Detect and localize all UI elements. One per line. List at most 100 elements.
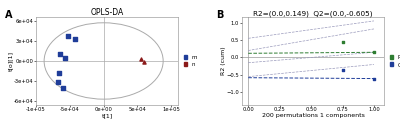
Point <box>276 59 283 62</box>
Y-axis label: t[o][1]: t[o][1] <box>8 51 13 71</box>
Point <box>245 86 252 88</box>
Point <box>308 85 314 88</box>
Point <box>245 53 252 55</box>
Point <box>245 51 252 54</box>
Point <box>245 58 252 60</box>
Point <box>308 90 314 92</box>
Point <box>276 59 283 61</box>
Point <box>245 70 252 72</box>
Point <box>308 87 314 89</box>
Point <box>245 51 252 54</box>
Point <box>308 59 314 61</box>
Point <box>276 52 283 54</box>
Point <box>276 47 283 49</box>
Point <box>245 61 252 63</box>
Point <box>245 60 252 62</box>
Point <box>276 56 283 58</box>
Point <box>245 77 252 79</box>
Point <box>308 52 314 54</box>
Point <box>245 34 252 36</box>
Point <box>308 46 314 49</box>
Point <box>308 82 314 84</box>
Point <box>245 89 252 91</box>
Point <box>276 56 283 58</box>
Point <box>308 64 314 66</box>
Point <box>245 58 252 60</box>
Point <box>245 70 252 72</box>
Point <box>245 53 252 55</box>
Point <box>308 36 314 38</box>
Point <box>276 89 283 91</box>
Point <box>245 82 252 84</box>
Point <box>308 49 314 51</box>
Point <box>245 93 252 95</box>
Point <box>245 65 252 67</box>
Point <box>276 97 283 99</box>
Point <box>308 53 314 55</box>
Point <box>276 59 283 62</box>
Point <box>276 55 283 57</box>
Point <box>308 40 314 42</box>
Point <box>276 73 283 75</box>
Point <box>276 60 283 62</box>
Point <box>276 94 283 96</box>
Point <box>308 46 314 48</box>
Point <box>245 80 252 82</box>
Point <box>245 87 252 89</box>
Point <box>308 43 314 45</box>
Point <box>276 56 283 58</box>
Point <box>60 87 66 89</box>
Point <box>308 89 314 91</box>
Point <box>245 44 252 46</box>
Point <box>245 54 252 56</box>
Point <box>245 67 252 70</box>
Point <box>308 94 314 96</box>
Point <box>245 57 252 59</box>
Point <box>308 33 314 35</box>
Point <box>308 70 314 72</box>
Point <box>308 72 314 74</box>
Point <box>245 99 252 102</box>
Point <box>276 77 283 79</box>
Point <box>245 93 252 96</box>
Point <box>276 35 283 37</box>
Point <box>245 75 252 77</box>
Point <box>308 64 314 66</box>
Point <box>308 62 314 64</box>
Point <box>245 59 252 61</box>
Point <box>308 58 314 60</box>
Point <box>245 43 252 45</box>
Point <box>308 54 314 56</box>
Point <box>245 53 252 55</box>
Point <box>308 60 314 62</box>
Point <box>308 38 314 40</box>
Point <box>245 44 252 46</box>
Point <box>276 33 283 35</box>
Point <box>308 77 314 79</box>
Point <box>308 48 314 50</box>
Point <box>276 86 283 89</box>
Point <box>308 46 314 48</box>
Point <box>276 51 283 53</box>
Point <box>308 46 314 49</box>
Point <box>245 96 252 98</box>
Point <box>65 35 72 37</box>
Point <box>276 46 283 48</box>
Point <box>245 86 252 88</box>
Point <box>276 34 283 36</box>
Point <box>245 83 252 85</box>
Point <box>245 93 252 95</box>
Point <box>308 32 314 34</box>
Point <box>276 84 283 86</box>
Point <box>245 57 252 59</box>
Point <box>276 45 283 47</box>
Point <box>245 54 252 56</box>
Point <box>308 40 314 42</box>
Point <box>308 34 314 36</box>
Point <box>276 51 283 53</box>
Point <box>308 34 314 36</box>
Point <box>276 92 283 94</box>
Point <box>276 53 283 56</box>
Point <box>245 74 252 76</box>
Point <box>245 43 252 45</box>
